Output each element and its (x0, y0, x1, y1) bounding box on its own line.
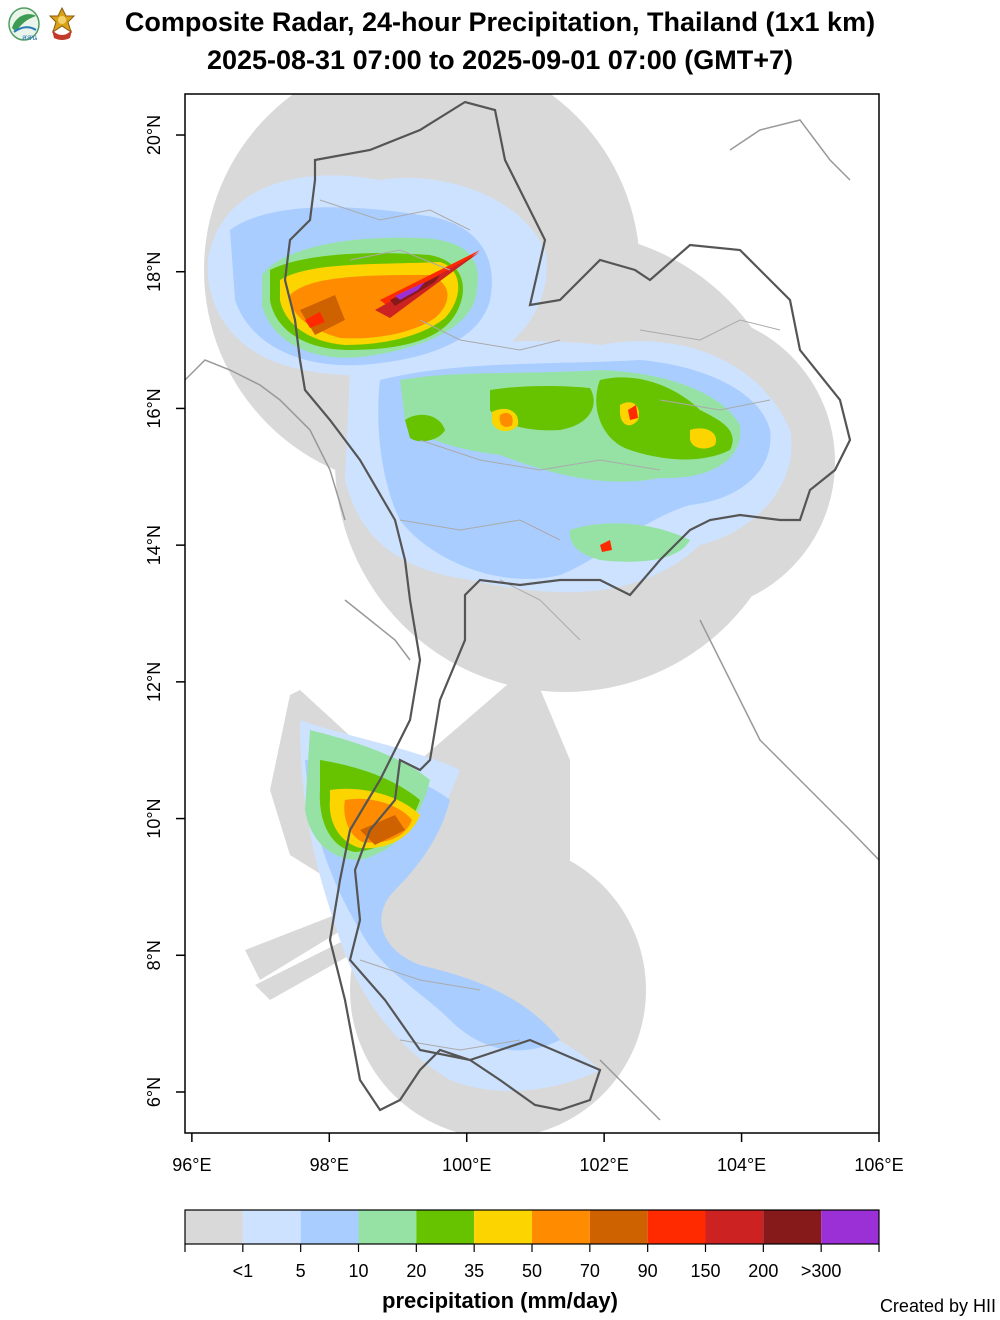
y-tick-label: 14°N (144, 525, 164, 565)
hii-leaf-logo-icon: สสน (8, 7, 40, 42)
royal-emblem-icon (48, 6, 76, 40)
legend-tick-label: 35 (464, 1261, 484, 1281)
province-borders (319, 199, 781, 1051)
legend-tick-label: 5 (296, 1261, 306, 1281)
y-tick-label: 16°N (144, 388, 164, 428)
y-axis: 6°N 8°N 10°N 12°N 14°N 16°N 18°N 20°N (144, 115, 185, 1107)
y-tick-label: 8°N (144, 940, 164, 970)
y-tick-label: 18°N (144, 252, 164, 292)
legend-swatch (474, 1210, 532, 1244)
legend-swatch (532, 1210, 590, 1244)
legend-swatch (416, 1210, 475, 1244)
coastline (185, 119, 879, 1121)
legend-tick-label: 150 (690, 1261, 720, 1281)
legend-swatch (589, 1210, 648, 1244)
legend-swatch (358, 1210, 417, 1244)
legend-tick-label: <1 (233, 1261, 254, 1281)
credit-text: Created by HII (879, 1296, 996, 1316)
x-axis: 96°E 98°E 100°E 102°E 104°E 106°E (172, 1133, 904, 1175)
legend-tick-label: 200 (748, 1261, 778, 1281)
x-tick-label: 98°E (310, 1155, 349, 1175)
legend-colorbar: <1 5 10 20 35 50 70 90 150 200 >300 (184, 1209, 880, 1281)
plot-frame (184, 93, 880, 1134)
legend-tick-label: 70 (580, 1261, 600, 1281)
legend-tick-label: >300 (801, 1261, 842, 1281)
map-title: Composite Radar, 24-hour Precipitation, … (124, 7, 876, 37)
legend-swatch (763, 1210, 822, 1244)
svg-text:สสน: สสน (22, 33, 38, 42)
legend-swatch (242, 1210, 301, 1244)
y-tick-label: 6°N (144, 1077, 164, 1107)
legend-swatch (647, 1210, 706, 1244)
x-tick-label: 96°E (172, 1155, 211, 1175)
y-tick-label: 20°N (144, 115, 164, 155)
legend-swatch (300, 1210, 359, 1244)
legend-tick-label: 90 (638, 1261, 658, 1281)
legend-swatch (705, 1210, 764, 1244)
legend-tick-label: 20 (406, 1261, 426, 1281)
map-subtitle: 2025-08-31 07:00 to 2025-09-01 07:00 (GM… (206, 45, 794, 75)
y-tick-label: 10°N (144, 798, 164, 838)
x-tick-label: 104°E (717, 1155, 766, 1175)
legend-tick-label: 10 (348, 1261, 368, 1281)
rain-area-heavy (300, 250, 638, 845)
y-tick-label: 12°N (144, 662, 164, 702)
thailand-border (283, 100, 852, 1112)
legend-swatch (185, 1210, 243, 1244)
map-plot-area (185, 94, 879, 1133)
legend-swatch (821, 1210, 879, 1244)
legend-label: precipitation (mm/day) (382, 1288, 618, 1313)
x-tick-label: 102°E (580, 1155, 629, 1175)
legend-tick-label: 50 (522, 1261, 542, 1281)
x-tick-label: 100°E (442, 1155, 491, 1175)
logo-group: สสน (4, 4, 82, 44)
x-tick-label: 106°E (854, 1155, 903, 1175)
